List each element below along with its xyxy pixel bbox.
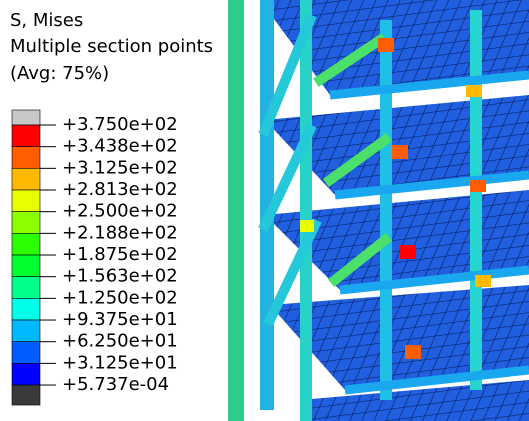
legend-swatch — [12, 255, 40, 277]
legend-swatch — [12, 342, 40, 364]
legend-swatch — [12, 363, 40, 385]
legend-label: +2.813e+02 — [62, 179, 178, 200]
legend-label: +2.188e+02 — [62, 222, 178, 243]
legend-swatch — [12, 277, 40, 299]
legend-title: S, Mises — [10, 10, 83, 31]
legend-label: +3.125e+02 — [62, 157, 178, 178]
legend-swatch — [12, 385, 40, 405]
legend: S, Mises Multiple section points (Avg: 7… — [0, 0, 330, 421]
legend-swatch — [12, 147, 40, 169]
legend-swatch — [12, 125, 40, 147]
legend-swatch — [12, 168, 40, 190]
legend-label: +3.438e+02 — [62, 136, 178, 157]
legend-title: Multiple section points — [10, 36, 213, 57]
legend-swatch — [12, 190, 40, 212]
legend-label: +2.500e+02 — [62, 201, 178, 222]
legend-swatch — [12, 110, 40, 125]
legend-swatch — [12, 233, 40, 255]
legend-label: +1.250e+02 — [62, 287, 178, 308]
legend-swatch — [12, 212, 40, 234]
legend-label: +9.375e+01 — [62, 309, 178, 330]
legend-label: +1.563e+02 — [62, 266, 178, 287]
legend-label: +5.737e-04 — [62, 374, 169, 395]
viewport: S, Mises Multiple section points (Avg: 7… — [0, 0, 529, 421]
legend-label: +3.125e+01 — [62, 352, 178, 373]
legend-swatch — [12, 298, 40, 320]
legend-label: +6.250e+01 — [62, 331, 178, 352]
legend-label: +1.875e+02 — [62, 244, 178, 265]
legend-label: +3.750e+02 — [62, 114, 178, 135]
legend-swatch — [12, 320, 40, 342]
legend-title: (Avg: 75%) — [10, 63, 109, 84]
